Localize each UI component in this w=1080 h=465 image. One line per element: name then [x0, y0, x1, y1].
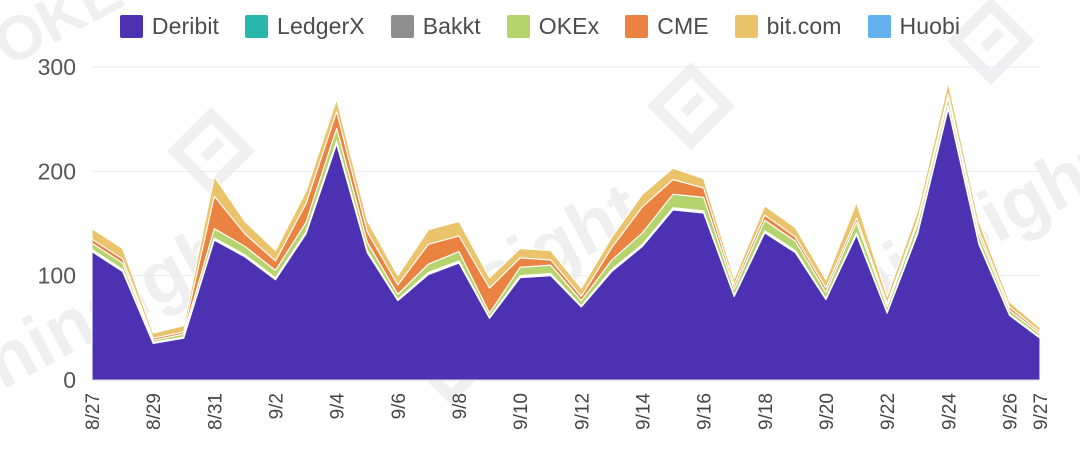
y-axis-tick-label: 0	[63, 367, 76, 393]
legend-swatch-icon	[867, 14, 891, 38]
legend-label: Bakkt	[422, 12, 481, 39]
legend-item-okex[interactable]: OKEx	[506, 12, 600, 39]
legend-swatch-icon	[625, 14, 649, 38]
y-axis-tick-label: 100	[38, 263, 76, 289]
x-axis-tick-label: 9/6	[389, 393, 410, 419]
y-axis-tick-label: 200	[38, 158, 76, 184]
legend-item-deribit[interactable]: Deribit	[119, 12, 220, 39]
legend-item-cme[interactable]: CME	[625, 12, 709, 39]
x-axis-tick-label: 9/12	[572, 393, 593, 430]
x-axis-tick-label: 9/20	[817, 393, 838, 430]
legend-item-bakkt[interactable]: Bakkt	[390, 12, 481, 39]
legend-swatch-icon	[506, 14, 530, 38]
x-axis-tick-label: 9/10	[511, 393, 532, 430]
legend-label: bit.com	[766, 12, 842, 39]
x-axis-tick-label: 8/31	[205, 393, 226, 430]
legend-item-ledgerx[interactable]: LedgerX	[245, 12, 365, 39]
chart-legend: Deribit LedgerX Bakkt OKEx CME bit.com Huobi	[0, 6, 1080, 46]
x-axis-tick-label: 8/29	[144, 393, 165, 430]
x-axis-tick-label: 9/14	[633, 393, 654, 430]
legend-swatch-icon	[734, 14, 758, 38]
legend-label: OKEx	[538, 12, 600, 39]
x-axis-tick-label: 8/27	[83, 393, 104, 430]
legend-swatch-icon	[390, 14, 414, 38]
legend-swatch-icon	[245, 14, 269, 38]
x-axis-tick-label: 9/16	[695, 393, 716, 430]
legend-item-huobi[interactable]: Huobi	[867, 12, 961, 39]
x-axis-tick-label: 9/18	[756, 393, 777, 430]
y-axis-tick-label: 300	[38, 54, 76, 80]
x-axis-tick-label: 9/4	[328, 393, 349, 420]
legend-swatch-icon	[119, 14, 143, 38]
x-axis-tick-label: 9/22	[878, 393, 899, 430]
x-axis-tick-label: 9/24	[939, 393, 960, 430]
x-axis-tick-label: 9/27	[1031, 393, 1052, 430]
legend-label: LedgerX	[277, 12, 365, 39]
legend-label: CME	[657, 12, 709, 39]
x-axis-tick-label: 9/2	[266, 393, 287, 419]
x-axis-tick-label: 9/8	[450, 393, 471, 419]
x-axis-tick-label: 9/26	[1000, 393, 1021, 430]
legend-label: Deribit	[151, 12, 220, 39]
legend-item-bit-com[interactable]: bit.com	[734, 12, 842, 39]
legend-label: Huobi	[899, 12, 961, 39]
